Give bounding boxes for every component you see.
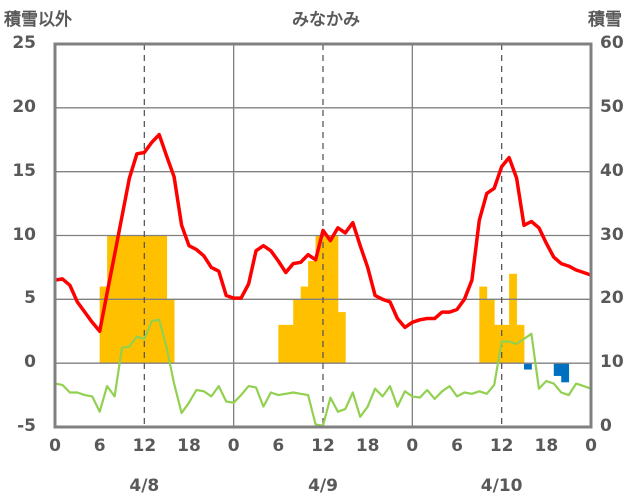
y-right-tick-label: 40: [600, 160, 624, 181]
snowfall-bar: [509, 273, 517, 364]
x-tick-label: 12: [132, 436, 157, 456]
left-axis-title: 積雪以外: [4, 10, 72, 30]
chart-title: みなかみ: [292, 10, 360, 30]
x-tick-label: 18: [534, 436, 559, 456]
y-left-tick-label: 25: [12, 33, 36, 53]
plot-frame: [53, 42, 593, 429]
snowfall-bar: [337, 312, 346, 364]
y-right-tick-label: 10: [600, 352, 624, 373]
snowfall-bar: [516, 324, 525, 364]
snowfall-bar: [293, 299, 302, 364]
day-label: 4/10: [480, 476, 523, 496]
snowfall-bar: [99, 286, 108, 364]
snowfall-bar: [501, 324, 510, 364]
y-right-tick-label: 50: [600, 96, 624, 117]
x-tick-label: 18: [177, 436, 201, 456]
x-tick-label: 0: [406, 436, 419, 456]
y-left-tick-label: 0: [24, 352, 36, 373]
snowfall-bar: [486, 299, 495, 364]
blue-bar: [553, 363, 562, 376]
day-label: 4/8: [129, 476, 160, 496]
snowfall-bar: [285, 324, 294, 364]
snowfall-bar: [479, 286, 488, 364]
day-label: 4/9: [308, 476, 338, 496]
y-left-tick-label: 10: [12, 224, 36, 245]
temperature-series-line: [54, 132, 592, 334]
y-left-tick-label: 5: [24, 288, 36, 309]
snowfall-bar: [308, 261, 316, 364]
snowfall-bar: [300, 286, 309, 364]
x-tick-label: 6: [93, 436, 106, 456]
snowfall-bar: [494, 324, 503, 364]
y-right-tick-label: 0: [600, 416, 612, 436]
y-right-tick-label: 60: [600, 33, 624, 53]
x-tick-label: 18: [355, 436, 380, 456]
snowfall-bar: [166, 299, 175, 364]
right-axis-title: 積雪: [588, 10, 622, 30]
x-tick-label: 6: [272, 436, 285, 456]
y-right-tick-label: 20: [600, 288, 624, 309]
x-tick-label: 0: [49, 436, 61, 456]
x-tick-label: 12: [311, 436, 335, 456]
x-tick-label: 12: [489, 436, 514, 456]
x-tick-label: 0: [585, 436, 597, 456]
snowfall-bar: [278, 324, 287, 364]
y-right-tick-label: 30: [600, 224, 624, 245]
y-left-tick-label: -5: [17, 416, 36, 436]
x-tick-label: 6: [451, 436, 463, 456]
blue-bar: [561, 363, 570, 383]
x-tick-label: 0: [227, 436, 240, 456]
blue-bar: [524, 363, 532, 370]
y-left-tick-label: 15: [12, 160, 36, 181]
grid-layer: [55, 44, 591, 427]
y-left-tick-label: 20: [12, 96, 36, 117]
